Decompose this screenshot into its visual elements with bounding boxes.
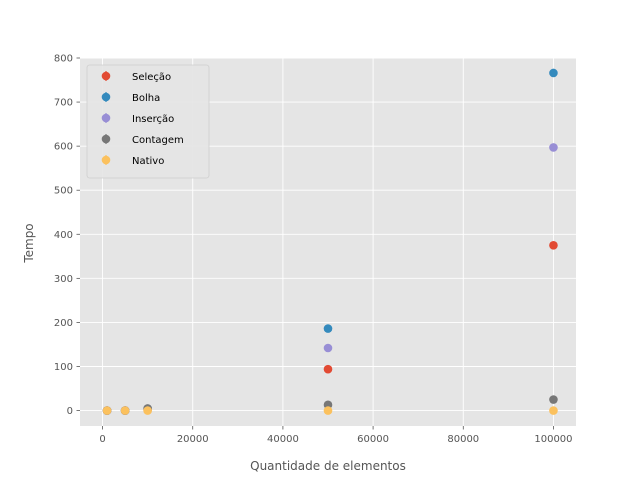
- data-point: [549, 395, 558, 404]
- data-point: [549, 241, 558, 250]
- x-tick-label: 60000: [357, 434, 389, 445]
- data-points: [102, 68, 558, 415]
- y-tick-label: 600: [54, 142, 73, 153]
- x-tick-label: 80000: [447, 434, 479, 445]
- data-point: [323, 406, 333, 415]
- legend-marker: [101, 92, 111, 102]
- data-point: [143, 406, 152, 415]
- legend-label: Seleção: [132, 72, 171, 83]
- y-tick-label: 700: [54, 98, 73, 109]
- data-point: [120, 406, 130, 415]
- legend-marker: [101, 71, 111, 81]
- data-point: [549, 68, 558, 78]
- data-point: [549, 143, 558, 152]
- legend-label: Inserção: [132, 114, 174, 125]
- legend-marker: [101, 113, 111, 123]
- y-tick-label: 800: [54, 54, 73, 65]
- legend-marker: [101, 155, 111, 165]
- y-tick-label: 0: [67, 406, 73, 417]
- x-tick-label: 0: [99, 434, 105, 445]
- grid: [80, 57, 576, 426]
- x-axis-ticks: 0 20000 40000 60000 80000 100000: [99, 426, 573, 445]
- y-tick-label: 200: [54, 318, 73, 329]
- x-tick-label: 40000: [267, 434, 299, 445]
- y-tick-label: 300: [54, 274, 73, 285]
- legend-label: Nativo: [132, 156, 164, 167]
- x-tick-label: 100000: [534, 434, 572, 445]
- x-axis-label: Quantidade de elementos: [250, 459, 406, 473]
- y-axis-ticks: 0 100 200 300 400 500 600 700 800: [54, 54, 80, 417]
- data-point: [323, 343, 333, 353]
- data-point: [102, 406, 112, 415]
- y-axis-label: Tempo: [22, 223, 36, 263]
- legend-marker: [101, 134, 111, 144]
- y-tick-label: 100: [54, 362, 73, 373]
- data-point: [549, 406, 558, 415]
- legend: Seleção Bolha Inserção Contagem Nativo: [86, 64, 210, 179]
- y-tick-label: 400: [54, 230, 73, 241]
- x-tick-label: 20000: [177, 434, 209, 445]
- y-tick-label: 500: [54, 186, 73, 197]
- legend-label: Contagem: [132, 135, 184, 146]
- legend-box: [86, 64, 210, 179]
- data-point: [323, 364, 333, 374]
- data-point: [323, 324, 333, 333]
- legend-label: Bolha: [132, 93, 160, 104]
